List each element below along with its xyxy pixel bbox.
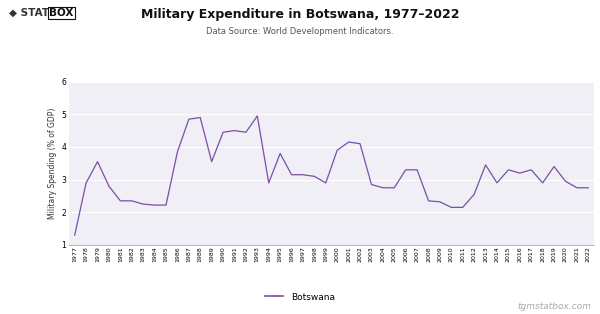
Text: ◆ STAT: ◆ STAT (9, 8, 49, 18)
Y-axis label: Military Spending (% of GDP): Military Spending (% of GDP) (48, 108, 57, 219)
Text: BOX: BOX (49, 8, 74, 18)
Text: tgmstatbox.com: tgmstatbox.com (517, 302, 591, 311)
Text: Data Source: World Development Indicators.: Data Source: World Development Indicator… (206, 27, 394, 36)
Text: Military Expenditure in Botswana, 1977–2022: Military Expenditure in Botswana, 1977–2… (141, 8, 459, 21)
Legend: Botswana: Botswana (265, 293, 335, 302)
